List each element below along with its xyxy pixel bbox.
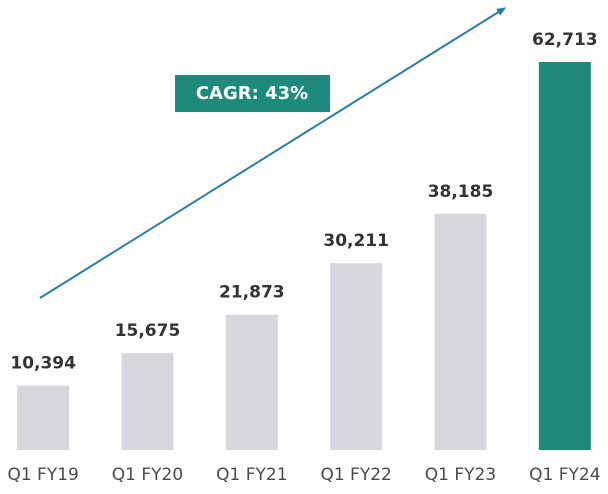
- bar: [434, 213, 487, 450]
- value-label: 62,713: [532, 30, 598, 50]
- x-tick-label: Q1 FY20: [112, 465, 183, 485]
- bar: [330, 263, 383, 450]
- annotation: CAGR: 43%: [196, 83, 308, 104]
- x-tick-label: Q1 FY24: [529, 465, 600, 485]
- value-label: 38,185: [428, 182, 494, 202]
- value-label: 10,394: [10, 354, 76, 374]
- value-label: 30,211: [323, 231, 389, 251]
- bar: [17, 385, 70, 450]
- x-tick-label: Q1 FY23: [425, 465, 496, 485]
- value-label: 21,873: [219, 283, 285, 303]
- x-tick-label: Q1 FY21: [216, 465, 287, 485]
- x-tick-label: Q1 FY19: [7, 465, 78, 485]
- bar: [121, 353, 174, 450]
- bar: [538, 62, 591, 450]
- value-label: 15,675: [115, 321, 181, 341]
- annotation-box: [175, 75, 330, 112]
- trend-arrow: [39, 7, 506, 299]
- x-tick-label: Q1 FY22: [320, 465, 391, 485]
- bar: [225, 314, 278, 450]
